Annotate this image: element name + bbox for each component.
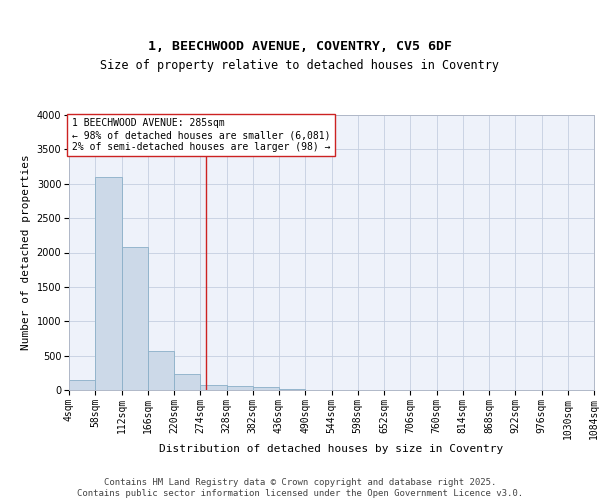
Bar <box>253 387 279 390</box>
Bar <box>69 380 95 390</box>
Bar <box>227 386 253 390</box>
Text: Contains HM Land Registry data © Crown copyright and database right 2025.
Contai: Contains HM Land Registry data © Crown c… <box>77 478 523 498</box>
Bar <box>174 374 200 390</box>
Text: Size of property relative to detached houses in Coventry: Size of property relative to detached ho… <box>101 60 499 72</box>
Y-axis label: Number of detached properties: Number of detached properties <box>21 154 31 350</box>
Bar <box>200 384 227 390</box>
Text: 1, BEECHWOOD AVENUE, COVENTRY, CV5 6DF: 1, BEECHWOOD AVENUE, COVENTRY, CV5 6DF <box>148 40 452 52</box>
Bar <box>121 247 148 390</box>
Bar <box>148 351 174 390</box>
Bar <box>95 177 121 390</box>
Text: 1 BEECHWOOD AVENUE: 285sqm
← 98% of detached houses are smaller (6,081)
2% of se: 1 BEECHWOOD AVENUE: 285sqm ← 98% of deta… <box>72 118 331 152</box>
X-axis label: Distribution of detached houses by size in Coventry: Distribution of detached houses by size … <box>160 444 503 454</box>
